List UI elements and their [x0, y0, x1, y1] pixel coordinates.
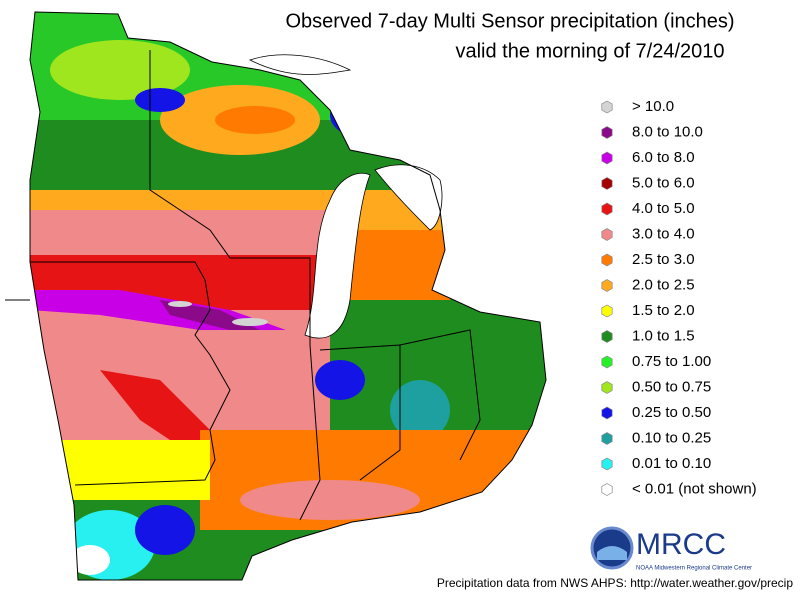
legend-label: 8.0 to 10.0 — [632, 123, 703, 140]
legend-label: 5.0 to 6.0 — [632, 174, 695, 191]
legend-label: > 10.0 — [632, 98, 674, 115]
logo-text: MRCC — [636, 528, 726, 561]
legend-swatch — [601, 228, 613, 241]
legend-label: 3.0 to 4.0 — [632, 225, 695, 242]
legend-swatch — [601, 202, 613, 216]
legend-label: 0.75 to 1.00 — [632, 353, 711, 370]
state-borders — [5, 11, 547, 581]
legend-label: 4.0 to 5.0 — [632, 200, 695, 217]
legend-label: 0.50 to 0.75 — [632, 378, 711, 395]
legend-swatch — [601, 355, 613, 369]
legend-swatch — [601, 126, 613, 139]
legend-swatch — [601, 406, 613, 420]
precip-field — [30, 12, 546, 580]
legend-swatch — [601, 457, 613, 471]
legend-label: 1.5 to 2.0 — [632, 302, 695, 319]
legend-label: 0.01 to 0.10 — [632, 455, 711, 472]
legend-swatch — [601, 432, 613, 445]
legend-label: < 0.01 (not shown) — [632, 480, 757, 497]
subtitle-line: valid the morning of 7/24/2010 — [455, 40, 724, 62]
legend-label: 0.25 to 0.50 — [632, 404, 711, 421]
legend-swatch — [601, 177, 613, 190]
legend-label: 0.10 to 0.25 — [632, 429, 711, 446]
legend-swatch — [601, 330, 613, 343]
legend-swatch — [601, 100, 613, 114]
legend-swatch — [601, 381, 613, 394]
legend-swatch — [601, 279, 613, 292]
legend-label: 6.0 to 8.0 — [632, 149, 695, 166]
legend-label: 2.0 to 2.5 — [632, 276, 695, 293]
legend-label: 1.0 to 1.5 — [632, 327, 695, 344]
legend-swatch — [601, 483, 613, 496]
legend: > 10.0 8.0 to 10.0 6.0 to 8.0 5.0 to 6.0 4.0… — [601, 98, 757, 497]
logo-subtitle: NOAA Midwestern Regional Climate Center — [636, 566, 752, 572]
lakes — [248, 54, 443, 339]
logo: MRCC NOAA Midwestern Regional Climate Ce… — [590, 526, 752, 572]
legend-label: 2.5 to 3.0 — [632, 251, 695, 268]
legend-swatch — [601, 304, 613, 318]
footer: Precipitation data from NWS AHPS: http:/… — [437, 576, 793, 590]
legend-swatch — [601, 253, 613, 267]
legend-swatch — [601, 151, 613, 165]
title-line: Observed 7-day Multi Sensor precipitatio… — [285, 10, 734, 32]
